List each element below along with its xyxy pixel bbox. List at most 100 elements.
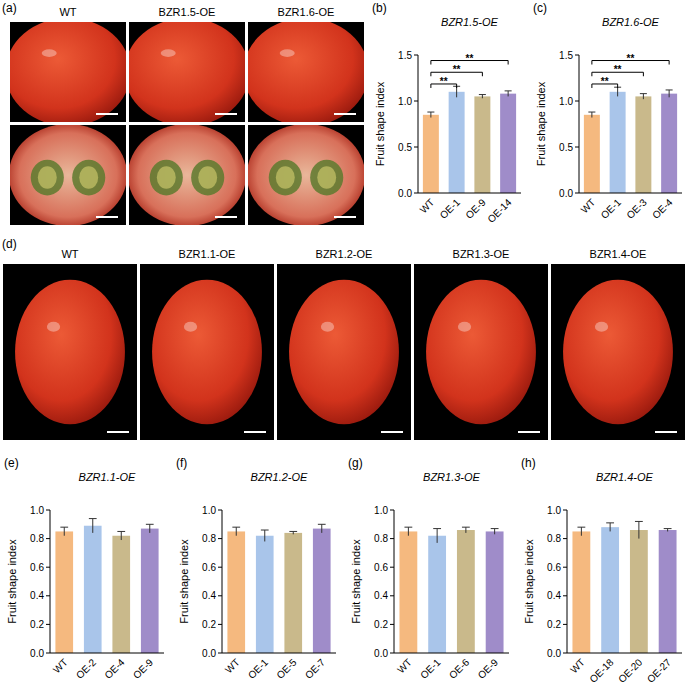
y-tick xyxy=(563,595,567,596)
photo-background xyxy=(551,264,685,440)
y-tick xyxy=(575,193,579,194)
locule xyxy=(72,160,105,196)
error-bar xyxy=(635,521,643,538)
y-tick xyxy=(563,567,567,568)
marks xyxy=(584,87,677,193)
y-tick-label: 0.4 xyxy=(202,590,216,601)
locule xyxy=(150,160,183,196)
x-tick-label: OE-5 xyxy=(274,656,299,681)
y-tick-label: 0.8 xyxy=(374,533,388,544)
error-bar xyxy=(606,523,614,532)
y-tick xyxy=(575,55,579,56)
x-tick-label: OE-2 xyxy=(74,656,99,681)
seeds xyxy=(157,166,176,188)
error-bar xyxy=(289,531,297,534)
y-axis xyxy=(418,55,419,193)
error-bar xyxy=(60,527,68,536)
x-tick-label: OE-4 xyxy=(650,196,675,221)
error-bar xyxy=(479,95,486,99)
y-tick-label: 0.6 xyxy=(202,562,216,573)
x-tick-label: WT xyxy=(568,657,587,676)
bar-chart: (c)BZR1.6-OEFruit shape index0.00.51.01.… xyxy=(533,1,682,221)
y-tick xyxy=(414,147,418,148)
x-tick-label: OE-6 xyxy=(447,656,472,681)
error-bar xyxy=(666,90,673,97)
photo-background xyxy=(140,264,274,440)
bar xyxy=(635,96,651,193)
tomato-fruit xyxy=(152,280,262,424)
y-tick-label: 1.0 xyxy=(202,505,216,516)
scale-bar xyxy=(244,431,266,433)
x-tick-label: OE-7 xyxy=(303,656,328,681)
marks xyxy=(423,86,516,193)
bar xyxy=(572,531,590,653)
bar xyxy=(584,115,600,193)
y-tick xyxy=(46,653,50,654)
bar xyxy=(55,531,73,653)
bar xyxy=(610,92,626,193)
y-axis-label: Fruit shape index xyxy=(350,539,362,624)
x-axis xyxy=(567,653,682,654)
scale-bar xyxy=(96,216,118,218)
figure: (a)WTBZR1.5-OEBZR1.6-OE(d)WTBZR1.1-OEBZR… xyxy=(0,0,690,695)
bar xyxy=(423,115,439,193)
bar-chart: (b)BZR1.5-OEFruit shape index0.00.51.01.… xyxy=(372,1,521,225)
y-tick-label: 0.0 xyxy=(374,648,388,659)
marks xyxy=(572,521,676,653)
y-tick-label: 0.0 xyxy=(398,188,412,199)
y-tick-label: 0.2 xyxy=(374,619,388,630)
tomato-fruit xyxy=(289,280,399,424)
x-tick-label: OE-27 xyxy=(645,656,674,685)
photo xyxy=(414,264,548,440)
bar xyxy=(630,530,648,653)
significance-label: ** xyxy=(601,76,609,87)
y-tick-label: 0.6 xyxy=(547,562,561,573)
y-axis xyxy=(222,510,223,653)
scale-bar xyxy=(381,431,403,433)
y-axis-label: Fruit shape index xyxy=(523,539,535,624)
y-tick-label: 0.2 xyxy=(30,619,44,630)
x-axis xyxy=(222,653,336,654)
y-axis-label: Fruit shape index xyxy=(374,81,386,166)
chart-title: BZR1.2-OE xyxy=(251,471,309,483)
locule xyxy=(31,160,64,196)
y-tick xyxy=(218,624,222,625)
x-tick-label: OE-18 xyxy=(587,656,616,685)
y-tick xyxy=(218,510,222,511)
chart-title: BZR1.1-OE xyxy=(79,471,137,483)
y-axis xyxy=(567,510,568,653)
error-bar xyxy=(588,112,595,118)
photo-caption: BZR1.3-OE xyxy=(453,248,510,260)
highlight xyxy=(42,49,57,57)
bar-chart: (f)BZR1.2-OEFruit shape index0.00.20.40.… xyxy=(176,456,336,681)
seeds xyxy=(317,166,336,188)
y-axis-label: Fruit shape index xyxy=(535,81,547,166)
photo xyxy=(129,125,245,225)
bar xyxy=(428,536,446,653)
y-tick-label: 0.5 xyxy=(559,142,573,153)
y-tick-label: 0.2 xyxy=(202,619,216,630)
error-bar xyxy=(505,91,512,97)
photo-caption: WT xyxy=(59,6,76,18)
error-bar xyxy=(404,527,412,536)
photo-background xyxy=(3,264,137,440)
chart-title: BZR1.6-OE xyxy=(602,16,660,28)
highlight xyxy=(321,322,334,332)
y-tick-label: 0.6 xyxy=(30,562,44,573)
photo-background xyxy=(277,264,411,440)
y-tick xyxy=(575,101,579,102)
y-tick xyxy=(563,653,567,654)
bar xyxy=(141,529,159,653)
bar xyxy=(227,531,245,653)
locule xyxy=(310,160,343,196)
tomato-fruit xyxy=(10,22,126,122)
panel-label: (c) xyxy=(533,1,547,15)
bar xyxy=(486,531,504,653)
bar xyxy=(256,536,274,653)
y-tick xyxy=(390,567,394,568)
chart-title: BZR1.5-OE xyxy=(441,16,499,28)
x-tick-label: WT xyxy=(51,657,70,676)
y-tick-label: 0.0 xyxy=(30,648,44,659)
error-bar xyxy=(232,527,240,536)
photo xyxy=(129,22,245,122)
